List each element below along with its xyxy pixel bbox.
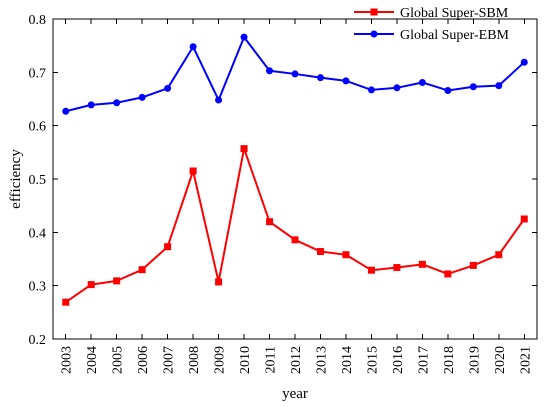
x-axis-title: year <box>282 386 308 402</box>
data-point <box>113 99 121 107</box>
data-point <box>138 93 146 101</box>
legend: Global Super-SBM Global Super-EBM <box>354 6 510 43</box>
data-point <box>240 145 248 153</box>
y-tick-label: 0.8 <box>29 13 47 28</box>
data-point <box>469 261 477 269</box>
data-point <box>520 58 528 66</box>
data-point <box>520 215 528 223</box>
legend-item: Global Super-SBM <box>354 6 509 21</box>
data-point <box>164 84 172 92</box>
x-tick-label: 2011 <box>264 346 279 373</box>
legend-marker <box>370 8 378 16</box>
x-tick-label: 2021 <box>518 346 533 374</box>
series-2 <box>62 33 528 115</box>
data-point <box>87 101 95 109</box>
x-tick-label: 2008 <box>187 346 202 374</box>
series-layer <box>62 33 528 306</box>
y-tick-label: 0.6 <box>29 120 47 135</box>
axes: 0.2 0.3 0.4 0.5 0.6 0.7 0.8 2003 2004 2005 2006 200… <box>29 13 538 374</box>
data-point <box>444 270 452 278</box>
data-point <box>215 278 223 286</box>
data-point <box>316 248 324 256</box>
series-line <box>64 147 526 304</box>
data-point <box>444 86 452 94</box>
data-point <box>418 78 426 86</box>
legend-label: Global Super-SBM <box>400 6 509 21</box>
data-point <box>418 260 426 268</box>
y-tick-label: 0.4 <box>29 226 47 241</box>
x-tick-label: 2004 <box>85 346 100 374</box>
x-tick-label: 2017 <box>416 346 431 374</box>
legend-marker <box>370 30 378 38</box>
data-point <box>62 107 70 115</box>
data-point <box>495 82 503 90</box>
legend-label: Global Super-EBM <box>400 28 510 43</box>
data-point <box>189 43 197 51</box>
x-tick-label: 2005 <box>111 346 126 374</box>
y-tick-label: 0.2 <box>29 333 47 348</box>
data-point <box>495 251 503 259</box>
data-point <box>189 167 197 175</box>
data-point <box>342 77 350 85</box>
x-tick-label: 2014 <box>340 346 355 374</box>
data-point <box>291 70 299 78</box>
x-tick-label: 2019 <box>467 346 482 374</box>
data-point <box>316 74 324 82</box>
y-tick-label: 0.5 <box>29 173 47 188</box>
data-point <box>342 251 350 259</box>
data-point <box>164 243 172 251</box>
x-tick-label: 2006 <box>136 346 151 374</box>
data-point <box>291 236 299 244</box>
x-tick-label: 2007 <box>162 346 177 374</box>
data-point <box>87 281 95 289</box>
x-tick-label: 2013 <box>314 346 329 374</box>
x-tick-label: 2009 <box>213 346 228 374</box>
x-tick-label: 2012 <box>289 346 304 374</box>
data-point <box>138 266 146 274</box>
data-point <box>266 218 274 226</box>
x-tick-label: 2015 <box>365 346 380 374</box>
data-point <box>113 277 121 285</box>
series-1 <box>62 145 528 306</box>
x-tick-label: 2010 <box>238 346 253 374</box>
y-tick-label: 0.7 <box>29 66 47 81</box>
data-point <box>62 298 70 306</box>
y-axis-title: efficiency <box>8 149 24 209</box>
data-point <box>367 86 375 94</box>
x-tick-label: 2020 <box>493 346 508 374</box>
data-point <box>266 67 274 75</box>
data-point <box>393 84 401 92</box>
data-point <box>240 33 248 41</box>
data-point <box>393 264 401 272</box>
x-tick-label: 2003 <box>60 346 75 374</box>
plot-frame <box>52 18 538 340</box>
legend-item: Global Super-EBM <box>354 28 510 43</box>
x-tick-label: 2018 <box>442 346 457 374</box>
data-point <box>469 83 477 91</box>
y-tick-label: 0.3 <box>29 280 47 295</box>
x-tick-label: 2016 <box>391 346 406 374</box>
data-point <box>367 266 375 274</box>
data-point <box>215 96 223 104</box>
